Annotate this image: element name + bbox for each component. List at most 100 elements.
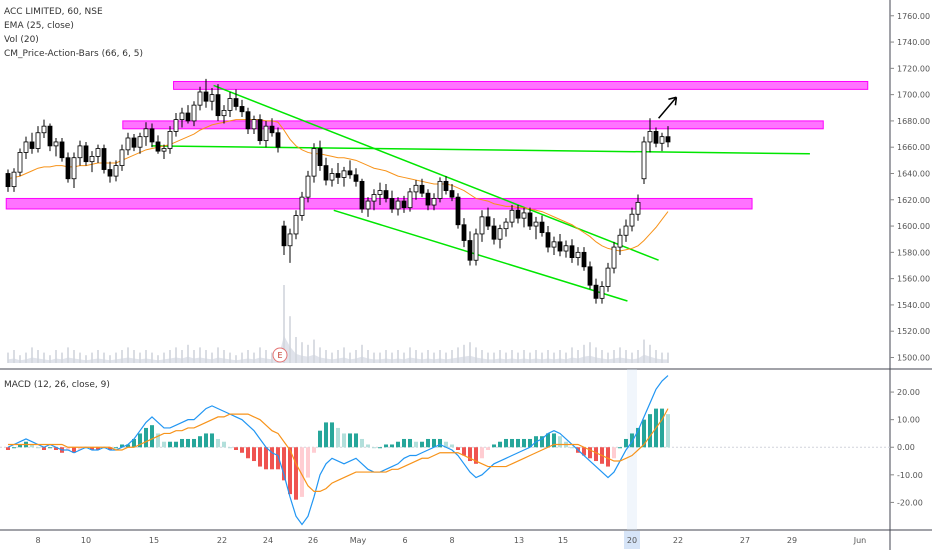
volume-bar: [475, 347, 477, 363]
candle-body: [269, 125, 275, 134]
candle-body: [353, 174, 359, 182]
candle-body: [623, 225, 629, 236]
candle-body: [143, 128, 149, 138]
volume-bar: [427, 350, 429, 363]
candle-body: [491, 225, 497, 240]
trendline: [151, 145, 810, 155]
candle: [617, 228, 623, 255]
price-tick-label: 1760.00: [897, 12, 930, 21]
volume-bar: [109, 355, 111, 363]
macd-histogram-bar: [174, 441, 178, 448]
candle: [185, 105, 191, 124]
volume-bar: [157, 355, 159, 363]
volume-bar: [271, 352, 273, 363]
candle: [53, 138, 59, 157]
candle-body: [281, 225, 287, 247]
macd-histogram-bar: [456, 447, 460, 450]
candle: [299, 191, 305, 221]
macd-legend[interactable]: MACD (12, 26, close, 9): [4, 380, 110, 390]
candle-body: [317, 148, 323, 166]
candle: [221, 105, 227, 124]
candle: [527, 207, 533, 230]
volume-bar: [373, 352, 375, 363]
macd-histogram-bar: [498, 441, 502, 448]
candle: [659, 132, 665, 152]
macd-histogram-bar: [474, 447, 478, 464]
candle-body: [647, 131, 653, 143]
volume-legend[interactable]: Vol (20): [4, 35, 39, 45]
volume-bar: [217, 347, 219, 363]
candle-body: [665, 136, 671, 143]
candle-body: [209, 94, 215, 102]
macd-histogram-bar: [372, 447, 376, 449]
candle: [509, 205, 515, 228]
candle-body: [329, 173, 335, 181]
time-tick-label: Jun: [853, 536, 867, 545]
time-tick-label: 8: [449, 536, 454, 545]
candle: [173, 113, 179, 137]
signal-line: [8, 408, 669, 492]
volume-bar: [343, 347, 345, 363]
resistance-zone: [5, 197, 753, 210]
price-tick-label: 1600.00: [897, 222, 930, 231]
time-tick-label: 10: [81, 536, 91, 545]
macd-histogram-bar: [90, 447, 94, 450]
earnings-event-marker[interactable]: [272, 347, 288, 363]
volume-bar: [79, 352, 81, 363]
macd-histogram-bar: [246, 447, 250, 459]
macd-histogram-bar: [276, 447, 280, 470]
candle: [29, 132, 35, 154]
volume-bar: [145, 350, 147, 363]
macd-histogram-bar: [522, 438, 526, 448]
macd-histogram-bar: [606, 447, 610, 467]
macd-histogram-bar: [66, 447, 70, 450]
volume-bar: [451, 350, 453, 363]
candle: [149, 123, 155, 148]
ema-legend[interactable]: EMA (25, close): [4, 21, 74, 31]
candle: [599, 281, 605, 304]
volume-bar: [139, 352, 141, 363]
candle: [425, 189, 431, 211]
candle: [431, 193, 437, 211]
macd-histogram-bar: [402, 438, 406, 448]
volume-bar: [187, 344, 189, 363]
macd-histogram-bar: [30, 444, 34, 448]
candle: [329, 168, 335, 187]
candle-body: [35, 132, 41, 149]
price-tick-label: 1560.00: [897, 275, 930, 284]
candle-body: [275, 132, 281, 148]
macd-histogram-bar: [78, 447, 82, 450]
macd-histogram-bar: [366, 444, 370, 448]
volume-bar: [7, 352, 9, 363]
macd-histogram-bar: [426, 438, 430, 448]
candle-body: [161, 148, 167, 152]
time-tick-label: 24: [263, 536, 273, 545]
volume-bar: [445, 352, 447, 363]
volume-bar: [511, 350, 513, 363]
candle-body: [359, 180, 365, 210]
macd-histogram-bar: [336, 427, 340, 448]
volume-bar: [67, 347, 69, 363]
candle-body: [185, 112, 191, 122]
volume-bar: [589, 342, 591, 363]
candle: [227, 92, 233, 117]
macd-histogram-bar: [108, 447, 112, 450]
candle: [143, 122, 149, 146]
volume-bar: [307, 344, 309, 363]
candle: [287, 228, 293, 263]
volume-bar: [463, 344, 465, 363]
candle-body: [443, 180, 449, 191]
price-action-legend[interactable]: CM_Price-Action-Bars (66, 6, 5): [4, 49, 143, 59]
volume-bar: [31, 347, 33, 363]
volume-bar: [337, 350, 339, 363]
candle-body: [119, 149, 125, 166]
volume-bar: [547, 350, 549, 363]
volume-bar: [517, 352, 519, 363]
candle: [503, 218, 509, 237]
macd-histogram-bar: [636, 427, 640, 448]
macd-histogram-bar: [288, 447, 292, 495]
volume-bar: [421, 352, 423, 363]
volume-bar: [385, 350, 387, 363]
macd-histogram-bar: [528, 438, 532, 448]
